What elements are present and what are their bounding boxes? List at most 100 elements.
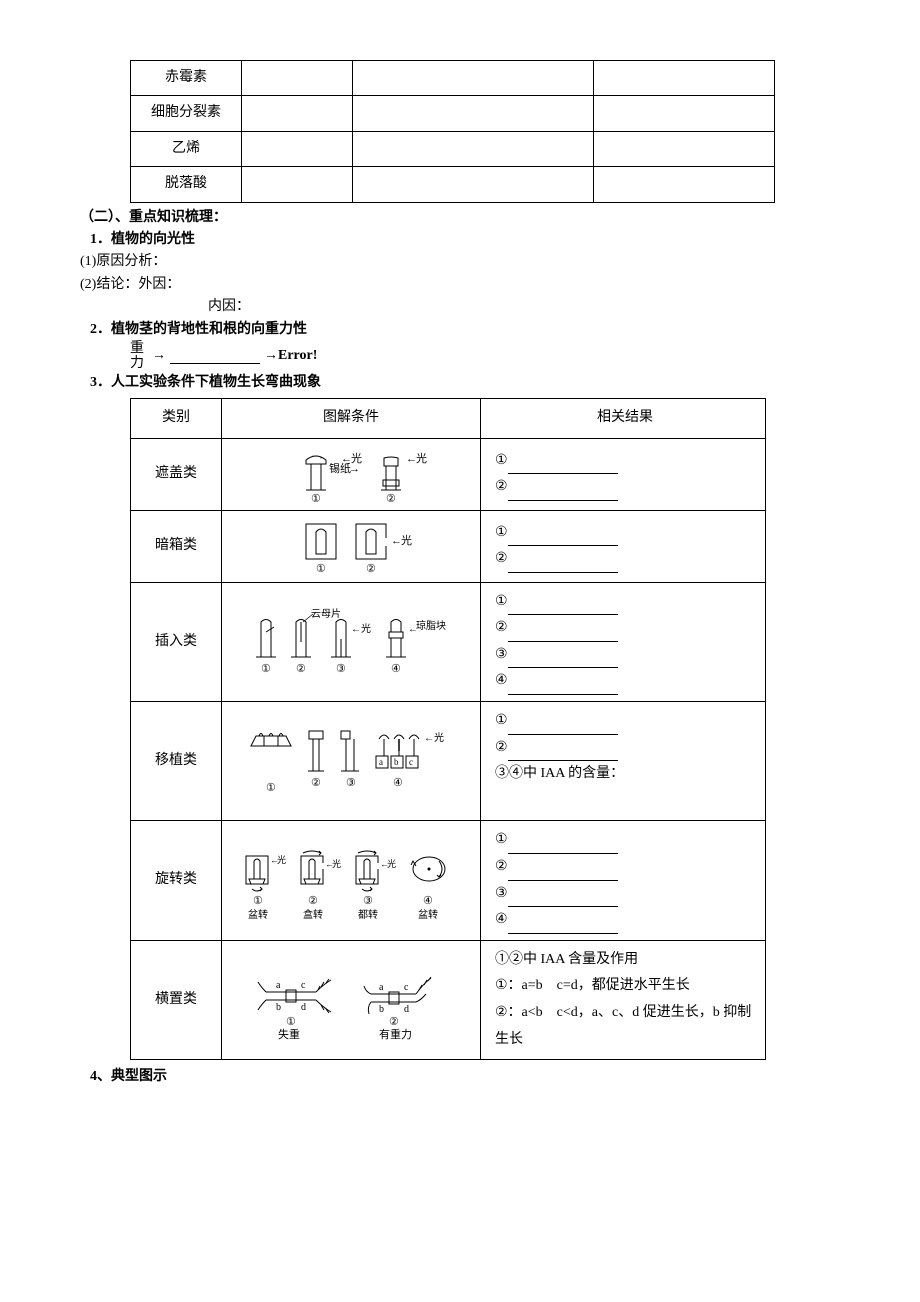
result-text: ③④中 IAA 的含量： — [495, 766, 624, 781]
table-row: 移植类 ① ② — [131, 702, 766, 821]
result-num: ③ — [495, 647, 508, 662]
result-text: ②：a<b c<d，a、c、d 促进生长，b 抑制生长 — [495, 1005, 751, 1047]
blank-line — [170, 349, 260, 364]
rotate-diagram: ←光 ① 盆转 ←光 ② 盒转 — [231, 841, 471, 921]
cell-hormone: 细胞分裂素 — [131, 96, 242, 131]
category-cell: 横置类 — [131, 940, 222, 1059]
table-row: 赤霉素 — [131, 61, 775, 96]
svg-text:光: 光 — [361, 622, 371, 635]
svg-text:光: 光 — [434, 731, 444, 744]
blank-line — [508, 653, 618, 668]
cell-hormone: 乙烯 — [131, 131, 242, 166]
blank-line — [508, 680, 618, 695]
item-heading: 1．植物的向光性 — [90, 229, 840, 251]
table-row: 旋转类 ←光 ① 盆转 — [131, 821, 766, 940]
darkbox-diagram: ① ←光 ② — [261, 519, 441, 574]
blank-line — [508, 746, 618, 761]
svg-text:③: ③ — [346, 777, 356, 789]
svg-text:a: a — [379, 757, 383, 767]
table-row: 细胞分裂素 — [131, 96, 775, 131]
svg-text:③: ③ — [363, 895, 373, 907]
table-row: 插入类 ① 云母片 ② — [131, 582, 766, 701]
category-cell: 暗箱类 — [131, 510, 222, 582]
svg-text:光: 光 — [401, 533, 412, 547]
result-num: ① — [495, 713, 508, 728]
svg-text:琼脂块: 琼脂块 — [416, 619, 446, 632]
svg-text:①: ① — [316, 563, 326, 574]
cell-empty — [242, 167, 353, 202]
svg-text:b: b — [394, 757, 399, 767]
diagram-cell: ① ② ③ — [222, 702, 481, 821]
diagram-cell: ① 云母片 ② ←光 ③ — [222, 582, 481, 701]
category-cell: 插入类 — [131, 582, 222, 701]
svg-text:b: b — [276, 1002, 281, 1013]
svg-text:←: ← — [424, 733, 434, 744]
blank-line — [508, 866, 618, 881]
svg-text:有重力: 有重力 — [379, 1027, 412, 1041]
svg-text:②: ② — [366, 563, 376, 574]
blank-line — [508, 486, 618, 501]
svg-text:c: c — [301, 980, 306, 991]
result-num: ② — [495, 859, 508, 874]
svg-text:盆转: 盆转 — [248, 908, 268, 921]
col-header: 图解条件 — [222, 399, 481, 439]
horizontal-diagram: a b c d ① 失重 a b — [236, 957, 466, 1042]
result-num: ① — [495, 525, 508, 540]
result-text: ①：a=b c=d，都促进水平生长 — [495, 978, 690, 993]
svg-text:←: ← — [351, 624, 361, 635]
gravity-label: 重力 — [130, 341, 148, 372]
table-header-row: 类别 图解条件 相关结果 — [131, 399, 766, 439]
svg-text:c: c — [404, 982, 409, 993]
result-num: ④ — [495, 912, 508, 927]
cell-empty — [594, 96, 775, 131]
blank-line — [508, 531, 618, 546]
svg-text:①: ① — [286, 1016, 296, 1028]
table-row: 遮盖类 ←光 锡纸 → ① — [131, 438, 766, 510]
svg-text:②: ② — [308, 895, 318, 907]
svg-text:c: c — [409, 757, 413, 767]
cell-empty — [242, 131, 353, 166]
cell-empty — [353, 96, 594, 131]
cell-empty — [594, 131, 775, 166]
svg-text:d: d — [301, 1002, 306, 1013]
result-num: ① — [495, 832, 508, 847]
cell-empty — [353, 131, 594, 166]
svg-text:→: → — [349, 463, 360, 475]
svg-text:失重: 失重 — [278, 1027, 300, 1041]
svg-text:光: 光 — [416, 451, 427, 465]
result-cell: ① ② ③ ④ — [481, 582, 766, 701]
table-row: 脱落酸 — [131, 167, 775, 202]
result-num: ② — [495, 620, 508, 635]
svg-text:光: 光 — [332, 858, 341, 869]
svg-text:②: ② — [296, 663, 306, 675]
result-cell: ①②中 IAA 含量及作用 ①：a=b c=d，都促进水平生长 ②：a<b c<… — [481, 940, 766, 1059]
result-num: ① — [495, 453, 508, 468]
sub-item: (2)结论：外因： — [80, 274, 840, 296]
cell-empty — [594, 167, 775, 202]
category-cell: 遮盖类 — [131, 438, 222, 510]
blank-line — [508, 839, 618, 854]
result-num: ② — [495, 740, 508, 755]
blank-line — [508, 720, 618, 735]
svg-text:④: ④ — [423, 895, 433, 907]
transplant-diagram: ① ② ③ — [236, 716, 466, 806]
result-cell: ① ② ③④中 IAA 的含量： — [481, 702, 766, 821]
item-heading: 4、典型图示 — [90, 1066, 840, 1088]
cell-empty — [242, 96, 353, 131]
svg-text:a: a — [379, 982, 384, 993]
cell-empty — [242, 61, 353, 96]
cell-empty — [594, 61, 775, 96]
cover-diagram: ←光 锡纸 → ① ←光 ② — [261, 447, 441, 502]
svg-text:都转: 都转 — [358, 908, 378, 921]
section-heading: （二）、重点知识梳理： — [80, 207, 840, 229]
experiment-table: 类别 图解条件 相关结果 遮盖类 ←光 锡纸 → ① — [130, 398, 766, 1060]
col-header: 类别 — [131, 399, 222, 439]
category-cell: 移植类 — [131, 702, 222, 821]
sub-item: (1)原因分析： — [80, 251, 840, 273]
cell-empty — [353, 61, 594, 96]
result-num: ② — [495, 551, 508, 566]
svg-text:①: ① — [266, 782, 276, 794]
col-header: 相关结果 — [481, 399, 766, 439]
svg-text:光: 光 — [387, 858, 396, 869]
result-cell: ① ② — [481, 438, 766, 510]
